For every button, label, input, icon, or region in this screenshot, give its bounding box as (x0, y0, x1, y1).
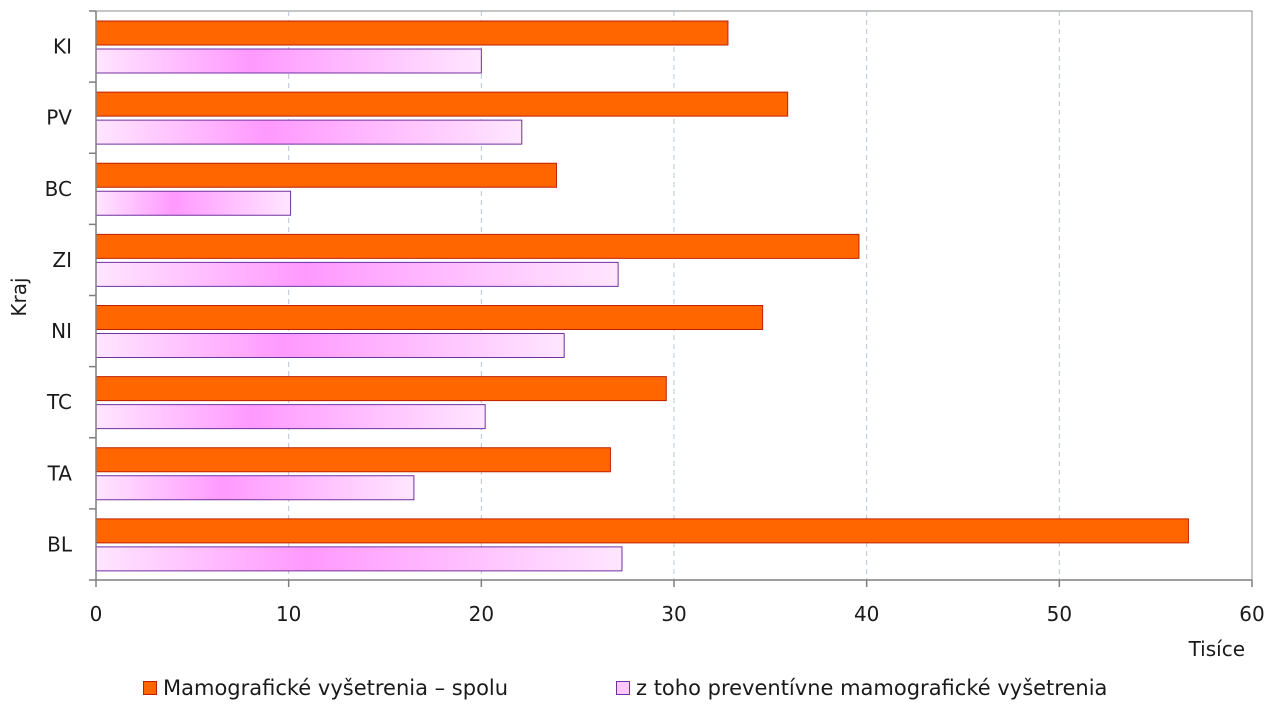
legend-item-total: Mamografické vyšetrenia – spolu (143, 676, 508, 700)
bar-preventive-BL (95, 546, 623, 572)
y-tick-label-NI: NI (51, 319, 72, 343)
x-tick-label: 20 (469, 602, 494, 626)
x-tick-label: 50 (1047, 602, 1072, 626)
x-tick-label: 10 (276, 602, 301, 626)
bar-preventive-KI (95, 48, 482, 74)
bar-total-BC (95, 162, 557, 188)
bar-preventive-NI (95, 333, 565, 358)
axes: 0 10 20 30 40 50 60 KI PV BC ZI NI TC TA BL (45, 10, 1265, 626)
legend-swatch-preventive (616, 681, 630, 695)
y-tick-label-TA: TA (47, 461, 73, 485)
legend-label-preventive: z toho preventívne mamografické vyšetren… (636, 676, 1108, 700)
x-tick-label: 60 (1239, 602, 1264, 626)
y-tick-label-TC: TC (46, 390, 72, 414)
y-tick-label-BL: BL (47, 532, 73, 556)
y-axis-title: Kraj (7, 277, 31, 316)
bar-preventive-PV (95, 119, 523, 145)
bar-total-TC (95, 376, 667, 402)
bar-preventive-BC (95, 190, 292, 216)
x-axis-unit-label: Tisíce (1188, 637, 1245, 661)
bar-total-BL (95, 518, 1189, 544)
bar-total-NI (95, 305, 764, 330)
bar-preventive-TC (95, 404, 486, 430)
bar-total-PV (95, 91, 789, 117)
y-tick-label-ZI: ZI (52, 248, 72, 272)
x-tick-label: 30 (661, 602, 686, 626)
bar-total-KI (95, 20, 729, 46)
y-tick-label-PV: PV (46, 106, 72, 130)
bar-total-ZI (95, 233, 860, 259)
legend: Mamografické vyšetrenia – spolu z toho p… (0, 676, 1272, 706)
legend-swatch-total (143, 681, 157, 695)
y-tick-label-BC: BC (45, 177, 72, 201)
bar-preventive-ZI (95, 261, 619, 287)
y-tick-label-KI: KI (53, 35, 72, 59)
bars (95, 20, 1189, 572)
bar-total-TA (95, 447, 611, 473)
x-tick-label: 0 (90, 602, 103, 626)
bar-preventive-TA (95, 475, 415, 501)
legend-item-preventive: z toho preventívne mamografické vyšetren… (616, 676, 1107, 700)
legend-label-total: Mamografické vyšetrenia – spolu (163, 676, 509, 700)
x-tick-label: 40 (854, 602, 879, 626)
